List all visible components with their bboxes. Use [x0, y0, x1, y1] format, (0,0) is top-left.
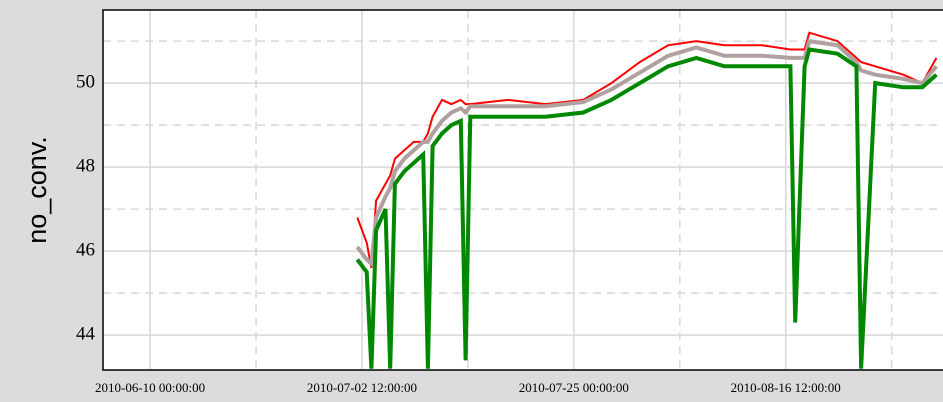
x-tick-label: 2010-07-25 00:00:00: [519, 380, 629, 395]
y-tick-label: 48: [76, 155, 95, 176]
y-tick-label: 46: [76, 239, 95, 260]
labels: 44 46 48 50 2010-06-10 00:00:00 2010-07-02 12…: [76, 71, 841, 395]
y-axis-label: no_conv.: [22, 136, 52, 244]
x-tick-label: 2010-06-10 00:00:00: [95, 380, 205, 395]
y-tick-label: 44: [76, 323, 96, 344]
plot-frame: [102, 9, 943, 371]
series-line: [356, 31, 938, 269]
x-tick-label: 2010-08-16 12:00:00: [731, 380, 841, 395]
y-tick-label: 50: [76, 71, 95, 92]
x-tick-label: 2010-07-02 12:00:00: [307, 380, 417, 395]
grid: [103, 10, 943, 370]
series-line: [355, 38, 938, 268]
plot-area: [103, 10, 943, 370]
series-line: [355, 47, 938, 369]
series-group: [355, 31, 938, 369]
